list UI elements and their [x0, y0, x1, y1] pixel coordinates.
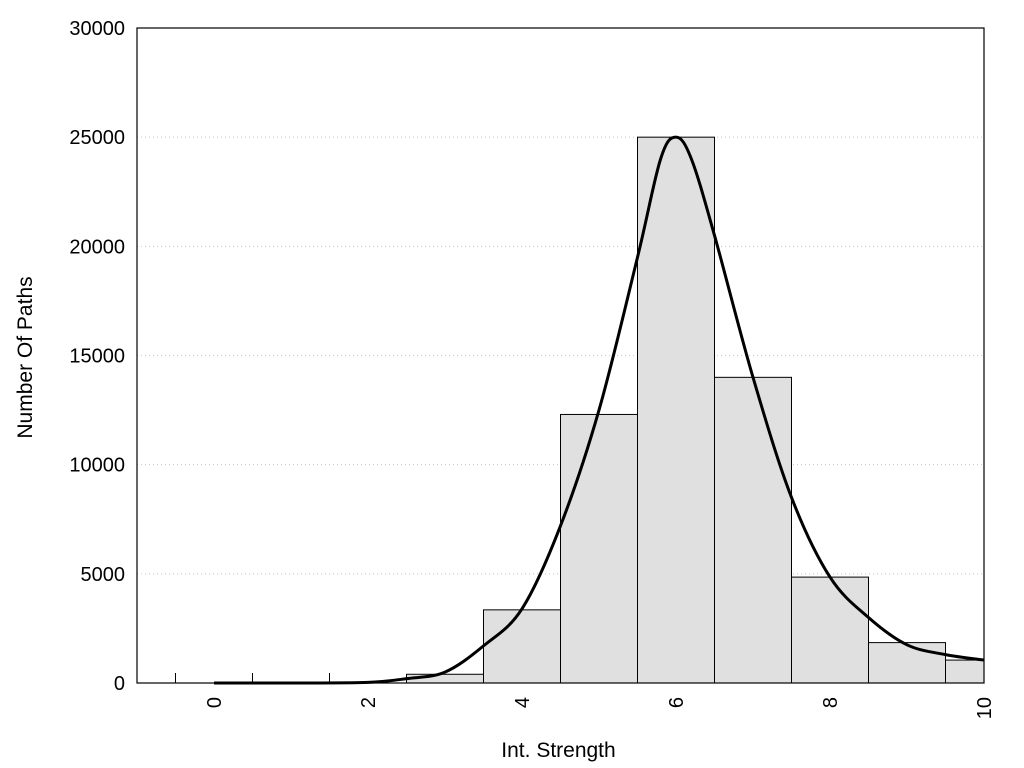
- y-tick-label: 25000: [69, 127, 125, 149]
- y-axis-ticks: 0 5000 10000 15000 20000 25000 30000: [69, 18, 125, 695]
- plot-frame: [136, 27, 985, 684]
- x-tick-label: 8: [820, 697, 842, 708]
- histogram-bar: [560, 413, 638, 684]
- x-axis-title: Int. Strength: [501, 739, 615, 762]
- histogram-bar: [791, 576, 869, 684]
- y-axis-title: Number Of Paths: [14, 276, 37, 438]
- y-tick-label: 15000: [69, 346, 125, 368]
- y-tick-label: 5000: [81, 564, 126, 586]
- density-curve: [213, 135, 985, 685]
- histogram-bars: [175, 136, 985, 684]
- y-tick-label: 10000: [69, 455, 125, 477]
- histogram-bar: [637, 136, 715, 684]
- histogram-bar: [868, 642, 946, 684]
- density-curve-group: [213, 135, 985, 685]
- x-tick-label: 6: [666, 697, 688, 708]
- histogram-bar: [945, 659, 985, 684]
- y-tick-label: 20000: [69, 236, 125, 258]
- x-tick-label: 4: [512, 697, 534, 708]
- x-axis-ticks: 0 2 4 6 8 10: [204, 697, 996, 719]
- histogram-bar: [483, 609, 561, 684]
- x-tick-label: 0: [204, 697, 226, 708]
- histogram-bar: [714, 376, 792, 684]
- y-tick-label: 30000: [69, 18, 125, 40]
- x-tick-label: 10: [974, 697, 996, 719]
- y-tick-label: 0: [114, 673, 125, 695]
- x-tick-label: 2: [358, 697, 380, 708]
